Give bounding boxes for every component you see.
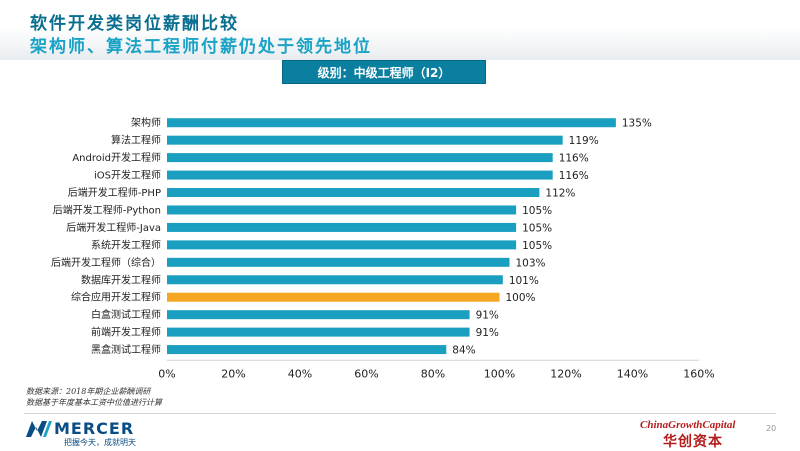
mercer-logo: MERCER [26, 418, 134, 438]
value-label: 116% [559, 153, 589, 165]
category-label: 后端开发工程师-Python [53, 203, 161, 216]
category-label: 综合应用开发工程师 [71, 291, 161, 304]
cgc-logo-text: ChinaGrowthCapital [640, 419, 736, 431]
header-band [0, 0, 800, 60]
category-label: 前端开发工程师 [91, 326, 161, 339]
bar [167, 257, 510, 267]
source-method-note: 数据基于年度基本工资中位值进行计算 [26, 398, 162, 407]
category-label: 后端开发工程师-PHP [68, 186, 161, 199]
footer-divider [24, 413, 776, 414]
mercer-wordmark: MERCER [54, 419, 135, 438]
value-label: 91% [476, 327, 499, 339]
bar [167, 240, 517, 250]
page-number: 20 [766, 424, 777, 433]
x-tick-label: 0% [158, 367, 175, 380]
x-tick-label: 120% [550, 367, 581, 380]
value-label: 100% [506, 292, 536, 304]
bar [167, 327, 470, 337]
value-label: 101% [509, 275, 539, 287]
x-tick-label: 100% [484, 367, 515, 380]
cgc-logo-cn: 华创资本 [663, 434, 723, 450]
x-tick-label: 80% [421, 367, 445, 380]
value-label: 116% [559, 170, 589, 182]
bar [167, 135, 563, 145]
mercer-tagline: 把握今天，成就明天 [64, 438, 136, 447]
x-tick-label: 40% [288, 367, 312, 380]
category-label: 后端开发工程师-Java [66, 221, 161, 234]
source-note: 数据来源：2018年期企业薪酬调研 [26, 387, 151, 396]
value-label: 105% [522, 240, 552, 252]
bar [167, 170, 553, 180]
value-label: 105% [522, 205, 552, 217]
value-label: 135% [622, 118, 652, 130]
bar [167, 275, 503, 285]
bar [167, 118, 616, 128]
value-label: 112% [545, 188, 575, 200]
value-label: 103% [515, 257, 545, 269]
value-label: 84% [452, 345, 475, 357]
category-label: iOS开发工程师 [94, 169, 161, 182]
bar [167, 153, 553, 163]
category-label: 算法工程师 [111, 134, 161, 147]
category-label: Android开发工程师 [72, 151, 161, 164]
bar [167, 205, 517, 215]
level-badge: 级别：中级工程师（I2） [282, 60, 486, 84]
category-label: 黑盒测试工程师 [91, 343, 161, 356]
value-label: 105% [522, 222, 552, 234]
category-label: 架构师 [131, 116, 161, 129]
value-label: 91% [476, 310, 499, 322]
mercer-mark-icon [26, 420, 52, 437]
bar [167, 292, 500, 302]
value-label: 119% [569, 135, 599, 147]
x-tick-label: 140% [617, 367, 648, 380]
category-label: 系统开发工程师 [91, 238, 161, 251]
category-label: 数据库开发工程师 [81, 273, 161, 286]
bar [167, 222, 517, 232]
bar [167, 310, 470, 320]
x-tick-label: 160% [683, 367, 714, 380]
x-tick-label: 20% [221, 367, 245, 380]
bar [167, 345, 447, 355]
bar [167, 188, 540, 198]
page-title: 软件开发类岗位薪酬比较 [30, 14, 239, 34]
category-label: 后端开发工程师（综合） [51, 256, 161, 269]
x-tick-label: 60% [354, 367, 378, 380]
category-label: 白盒测试工程师 [91, 308, 161, 321]
page-subtitle: 架构师、算法工程师付薪仍处于领先地位 [30, 37, 372, 57]
